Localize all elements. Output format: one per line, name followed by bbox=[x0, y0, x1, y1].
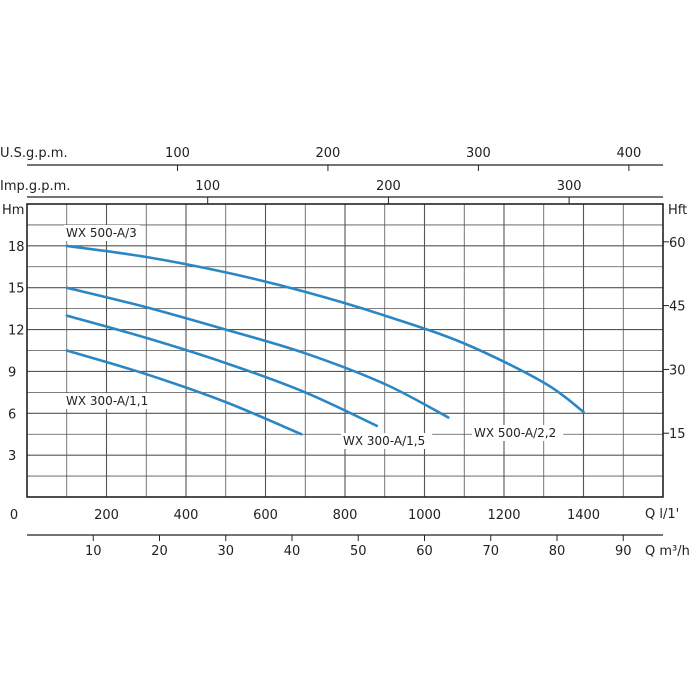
y-left-tick-label: 6 bbox=[8, 407, 16, 422]
m3h-tick-label: 80 bbox=[549, 544, 566, 559]
series-layer: WX 500-A/3 WX 500-A/2,2 WX 300-A/1,5 WX 300… bbox=[64, 225, 585, 449]
series-label-background bbox=[64, 393, 156, 409]
y-right-tick-label: 30 bbox=[669, 363, 686, 378]
y-right-tick-label: 45 bbox=[669, 300, 686, 315]
y-left-ticks: 3 6 9 12 15 18 bbox=[8, 240, 25, 464]
series-label: WX 500-A/2,2 bbox=[474, 426, 556, 440]
series-label: WX 500-A/3 bbox=[66, 226, 137, 240]
y-right-axis-label: Hft bbox=[668, 203, 687, 218]
m3h-tick-label: 20 bbox=[151, 544, 168, 559]
impgpm-tick-label: 200 bbox=[376, 179, 401, 194]
y-left-tick-label: 12 bbox=[8, 324, 25, 339]
series-label-background bbox=[341, 433, 433, 449]
series-line bbox=[65, 314, 379, 428]
y-right-tick-label: 60 bbox=[669, 236, 686, 251]
series-label: WX 300-A/1,5 bbox=[343, 434, 425, 448]
series-line bbox=[65, 244, 585, 414]
series-label-background bbox=[64, 225, 140, 241]
y-left-axis-label: Hm bbox=[2, 203, 24, 218]
usgpm-tick-label: 200 bbox=[316, 146, 341, 161]
y-left-tick-label: 15 bbox=[8, 282, 25, 297]
impgpm-axis-label: Imp.g.p.m. bbox=[0, 179, 70, 194]
impgpm-tick-label: 100 bbox=[195, 179, 220, 194]
series-line bbox=[65, 286, 450, 419]
usgpm-tick-label: 300 bbox=[466, 146, 491, 161]
x-main-tick-label: 1400 bbox=[567, 508, 600, 523]
m3h-tick-label: 50 bbox=[350, 544, 367, 559]
plot-frame bbox=[26, 203, 664, 498]
x-main-tick-label: 0 bbox=[10, 508, 18, 523]
usgpm-ticks: 100 200 300 400 bbox=[165, 146, 641, 171]
series-label-background bbox=[472, 425, 564, 441]
x-main-tick-label: 1000 bbox=[408, 508, 441, 523]
x-main-tick-label: 200 bbox=[94, 508, 119, 523]
m3h-ticks: 10 20 30 40 50 60 70 80 90 bbox=[85, 535, 632, 559]
series-line bbox=[65, 349, 303, 436]
y-right-tick-label: 15 bbox=[669, 427, 686, 442]
series-label: WX 300-A/1,1 bbox=[66, 394, 148, 408]
x-main-ticks: 0 200 400 600 800 1000 1200 1400 bbox=[10, 508, 600, 523]
m3h-tick-label: 10 bbox=[85, 544, 102, 559]
impgpm-ticks: 100 200 300 bbox=[195, 179, 582, 204]
y-left-tick-label: 3 bbox=[8, 449, 16, 464]
y-left-tick-label: 9 bbox=[8, 365, 16, 380]
usgpm-tick-label: 100 bbox=[165, 146, 190, 161]
y-left-tick-label: 18 bbox=[8, 240, 25, 255]
m3h-tick-label: 30 bbox=[217, 544, 234, 559]
m3h-tick-label: 70 bbox=[482, 544, 499, 559]
x-main-tick-label: 400 bbox=[174, 508, 199, 523]
impgpm-tick-label: 300 bbox=[557, 179, 582, 194]
m3h-tick-label: 60 bbox=[416, 544, 433, 559]
x-main-tick-label: 1200 bbox=[487, 508, 520, 523]
grid bbox=[27, 204, 663, 497]
m3h-axis-label: Q m³/h bbox=[645, 544, 690, 559]
m3h-tick-label: 90 bbox=[615, 544, 632, 559]
y-right-ticks: 15 30 45 60 bbox=[663, 236, 686, 442]
x-main-tick-label: 800 bbox=[333, 508, 358, 523]
usgpm-axis-label: U.S.g.p.m. bbox=[0, 146, 68, 161]
m3h-tick-label: 40 bbox=[284, 544, 301, 559]
x-main-axis-label: Q l/1' bbox=[645, 507, 679, 522]
usgpm-tick-label: 400 bbox=[616, 146, 641, 161]
x-main-tick-label: 600 bbox=[253, 508, 278, 523]
